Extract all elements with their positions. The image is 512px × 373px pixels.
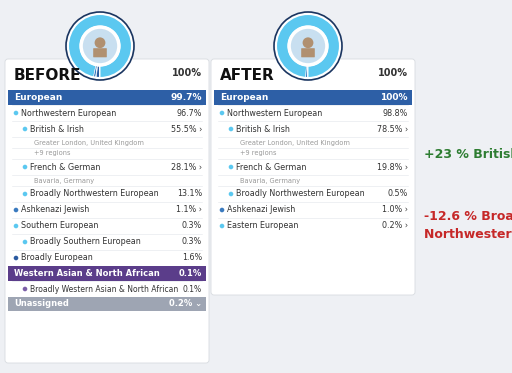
Text: British & Irish: British & Irish: [236, 125, 290, 134]
Text: 19.8% ›: 19.8% ›: [377, 163, 408, 172]
Circle shape: [303, 37, 313, 48]
Text: European: European: [220, 93, 268, 102]
Circle shape: [23, 240, 27, 244]
Bar: [8, 266, 206, 281]
Circle shape: [220, 208, 224, 212]
Wedge shape: [93, 66, 97, 78]
Text: 13.1%: 13.1%: [177, 189, 202, 198]
Text: Unassigned: Unassigned: [14, 300, 69, 308]
Text: Southern European: Southern European: [21, 222, 98, 231]
Text: 1.6%: 1.6%: [182, 254, 202, 263]
Text: European: European: [14, 93, 62, 102]
Text: 96.7%: 96.7%: [177, 109, 202, 117]
Text: Western Asian & North African: Western Asian & North African: [14, 269, 160, 278]
Text: 0.3%: 0.3%: [182, 222, 202, 231]
Text: Eastern European: Eastern European: [227, 222, 298, 231]
Circle shape: [220, 111, 224, 115]
Text: 0.1%: 0.1%: [183, 285, 202, 294]
Circle shape: [23, 192, 27, 196]
Circle shape: [290, 28, 326, 64]
Text: -12.6 % Broadly
Northwestern European: -12.6 % Broadly Northwestern European: [424, 210, 512, 241]
Circle shape: [288, 26, 328, 66]
Text: +23 % British & Irish: +23 % British & Irish: [424, 148, 512, 161]
Circle shape: [14, 111, 18, 115]
Text: British & Irish: British & Irish: [30, 125, 84, 134]
Circle shape: [82, 28, 118, 64]
Text: 1.0% ›: 1.0% ›: [382, 206, 408, 214]
Text: Ashkenazi Jewish: Ashkenazi Jewish: [21, 206, 89, 214]
Text: Broadly Northwestern European: Broadly Northwestern European: [30, 189, 159, 198]
Bar: [8, 297, 206, 311]
Text: +9 regions: +9 regions: [240, 150, 276, 157]
Text: 28.1% ›: 28.1% ›: [171, 163, 202, 172]
Circle shape: [229, 192, 233, 196]
Circle shape: [80, 26, 120, 66]
Circle shape: [229, 127, 233, 131]
Circle shape: [14, 224, 18, 228]
Text: French & German: French & German: [236, 163, 306, 172]
Circle shape: [14, 256, 18, 260]
Text: 98.8%: 98.8%: [382, 109, 408, 117]
Text: AFTER: AFTER: [220, 68, 275, 83]
Text: 0.2% ⌄: 0.2% ⌄: [169, 300, 202, 308]
Text: 0.5%: 0.5%: [388, 189, 408, 198]
Text: 0.2% ›: 0.2% ›: [382, 222, 408, 231]
Text: Ashkenazi Jewish: Ashkenazi Jewish: [227, 206, 295, 214]
Circle shape: [23, 165, 27, 169]
Bar: [8, 90, 206, 105]
Text: Greater London, United Kingdom: Greater London, United Kingdom: [240, 140, 350, 145]
Text: Northwestern European: Northwestern European: [227, 109, 322, 117]
Text: BEFORE: BEFORE: [14, 68, 81, 83]
Circle shape: [229, 165, 233, 169]
FancyBboxPatch shape: [93, 48, 107, 57]
Text: 99.7%: 99.7%: [170, 93, 202, 102]
Wedge shape: [68, 14, 132, 78]
FancyBboxPatch shape: [5, 59, 209, 363]
Bar: [214, 90, 412, 105]
Wedge shape: [96, 66, 98, 78]
Text: Broadly European: Broadly European: [21, 254, 93, 263]
Circle shape: [23, 287, 27, 291]
Text: Bavaria, Germany: Bavaria, Germany: [240, 178, 300, 184]
FancyBboxPatch shape: [211, 59, 415, 295]
Text: +9 regions: +9 regions: [34, 150, 71, 157]
Text: Northwestern European: Northwestern European: [21, 109, 116, 117]
Text: 100%: 100%: [378, 68, 408, 78]
Text: 100%: 100%: [380, 93, 408, 102]
Text: 1.1% ›: 1.1% ›: [176, 206, 202, 214]
Text: 78.5% ›: 78.5% ›: [377, 125, 408, 134]
FancyBboxPatch shape: [301, 48, 315, 57]
Circle shape: [23, 127, 27, 131]
Circle shape: [95, 37, 105, 48]
Text: Broadly Western Asian & North African: Broadly Western Asian & North African: [30, 285, 178, 294]
Wedge shape: [276, 14, 340, 78]
Circle shape: [220, 224, 224, 228]
Text: Broadly Northwestern European: Broadly Northwestern European: [236, 189, 365, 198]
Text: 0.3%: 0.3%: [182, 238, 202, 247]
Text: Broadly Southern European: Broadly Southern European: [30, 238, 141, 247]
Text: Bavaria, Germany: Bavaria, Germany: [34, 178, 94, 184]
Text: 100%: 100%: [172, 68, 202, 78]
Text: Greater London, United Kingdom: Greater London, United Kingdom: [34, 140, 144, 145]
Text: French & German: French & German: [30, 163, 100, 172]
Wedge shape: [96, 66, 100, 78]
Text: 55.5% ›: 55.5% ›: [170, 125, 202, 134]
Wedge shape: [306, 66, 308, 78]
Circle shape: [14, 208, 18, 212]
Text: 0.1%: 0.1%: [179, 269, 202, 278]
